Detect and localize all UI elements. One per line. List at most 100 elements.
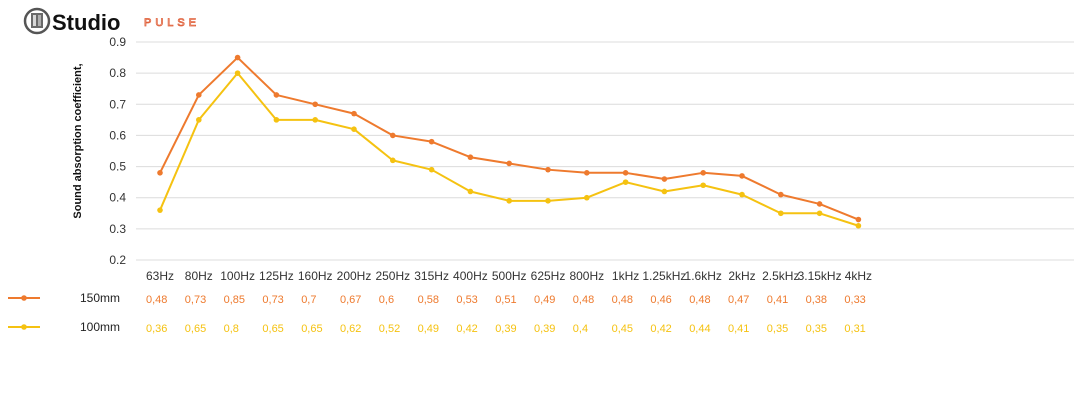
data-point: [584, 170, 590, 176]
x-tick-label: 400Hz: [453, 269, 488, 283]
data-point: [778, 210, 784, 217]
data-label: 0,36: [146, 323, 167, 335]
data-point: [428, 138, 435, 145]
x-tick-label: 63Hz: [146, 269, 174, 283]
data-label: 0,58: [418, 294, 439, 306]
x-tick-label: 625Hz: [531, 269, 566, 283]
data-label: 0,67: [340, 294, 361, 306]
data-label: 0,44: [689, 323, 710, 335]
data-label: 0,47: [728, 294, 749, 306]
x-tick-label: 4kHz: [845, 269, 872, 283]
x-tick-label: 160Hz: [298, 269, 333, 283]
data-label: 0,8: [224, 323, 239, 335]
y-tick-label: 0.6: [109, 128, 126, 142]
x-tick-label: 1.6kHz: [685, 269, 722, 283]
brand-tagline: PULSE: [144, 17, 200, 29]
data-label: 0,42: [650, 323, 671, 335]
data-point: [622, 170, 629, 176]
data-point: [273, 117, 280, 123]
y-tick-label: 0.3: [109, 222, 126, 236]
grid-lines: [136, 41, 1074, 261]
data-point: [778, 191, 784, 198]
y-axis-ticks: 0.2 0.3 0.4 0.5 0.6 0.7 0.8 0.9: [109, 35, 126, 267]
data-label: 0,46: [650, 294, 671, 306]
x-tick-label: 800Hz: [569, 269, 604, 283]
data-label: 0,65: [185, 323, 206, 335]
y-tick-label: 0.7: [109, 97, 126, 111]
data-point: [157, 207, 163, 213]
x-tick-label: 3.15kHz: [798, 269, 842, 283]
data-label: 0,31: [844, 323, 865, 335]
data-point: [506, 198, 512, 204]
data-label: 0,49: [534, 294, 555, 306]
data-point: [816, 210, 823, 217]
x-tick-label: 250Hz: [375, 269, 410, 283]
x-tick-label: 1kHz: [612, 269, 639, 283]
y-axis-title: Sound absorption coefficient,: [72, 63, 84, 218]
data-point: [545, 198, 551, 204]
data-point: [700, 182, 706, 189]
data-point: [622, 179, 629, 185]
data-point: [390, 132, 396, 139]
legend-series-name: 100mm: [80, 320, 120, 334]
data-point: [390, 157, 396, 164]
data-label: 0,48: [146, 294, 167, 306]
data-label: 0,65: [262, 323, 283, 335]
x-tick-label: 1.25kHz: [642, 269, 686, 283]
data-point: [855, 222, 862, 229]
y-tick-label: 0.2: [109, 253, 126, 267]
data-point: [196, 117, 202, 123]
data-label: 0,41: [728, 323, 749, 335]
x-tick-label: 125Hz: [259, 269, 294, 283]
x-tick-label: 2.5kHz: [762, 269, 799, 283]
data-label: 0,4: [573, 323, 588, 335]
data-point: [816, 201, 823, 207]
brand-name: Studio: [52, 10, 120, 35]
data-label: 0,49: [418, 323, 439, 335]
x-tick-label: 315Hz: [414, 269, 449, 283]
data-point: [234, 70, 241, 76]
data-label: 0,45: [612, 323, 633, 335]
data-point: [351, 110, 357, 117]
data-label: 0,48: [573, 294, 594, 306]
data-label: 0,42: [456, 323, 477, 335]
data-label: 0,6: [379, 294, 394, 306]
x-tick-label: 80Hz: [185, 269, 213, 283]
x-axis-ticks: 63Hz 80Hz 100Hz 125Hz 160Hz 200Hz 250Hz 315Hz 40…: [146, 269, 872, 283]
y-tick-label: 0.8: [109, 66, 126, 80]
data-label: 0,7: [301, 294, 316, 306]
legend-series-name: 150mm: [80, 291, 120, 305]
data-point: [855, 216, 862, 223]
data-point: [467, 154, 474, 161]
data-point: [467, 188, 474, 195]
data-label: 0,73: [185, 294, 206, 306]
data-label: 0,38: [806, 294, 827, 306]
x-tick-label: 200Hz: [337, 269, 372, 283]
data-point: [545, 166, 551, 173]
data-label: 0,53: [456, 294, 477, 306]
data-point: [506, 160, 512, 167]
x-tick-label: 500Hz: [492, 269, 527, 283]
data-point: [273, 92, 280, 98]
data-point: [351, 126, 357, 132]
data-label: 0,73: [262, 294, 283, 306]
data-label: 0,62: [340, 323, 361, 335]
data-label: 0,51: [495, 294, 516, 306]
data-point: [584, 194, 590, 201]
data-label: 0,41: [767, 294, 788, 306]
data-label: 0,33: [844, 294, 865, 306]
data-point: [157, 170, 163, 176]
data-point: [739, 173, 745, 179]
data-point: [428, 166, 435, 173]
x-tick-label: 2kHz: [728, 269, 755, 283]
data-point: [312, 101, 319, 108]
data-label: 0,85: [224, 294, 245, 306]
series-line-150mm: [159, 56, 859, 221]
data-point: [661, 176, 668, 182]
data-label: 0,65: [301, 323, 322, 335]
data-point: [234, 54, 241, 61]
legend-table: 150mm 0,48 0,73 0,85 0,73 0,7 0,67 0,6 0,58 0,53 0…: [8, 291, 866, 335]
y-tick-label: 0.9: [109, 35, 126, 49]
data-point: [700, 170, 706, 176]
